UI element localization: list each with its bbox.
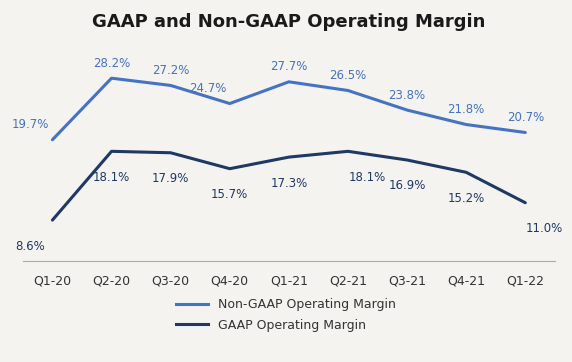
Text: 15.2%: 15.2% [447,192,485,205]
Text: 23.8%: 23.8% [388,89,426,102]
Text: 18.1%: 18.1% [349,171,386,184]
Text: 28.2%: 28.2% [93,57,130,70]
Text: 20.7%: 20.7% [507,111,544,124]
Text: 19.7%: 19.7% [11,118,49,131]
Text: 17.9%: 17.9% [152,172,189,185]
Text: 27.2%: 27.2% [152,64,189,77]
Legend: Non-GAAP Operating Margin, GAAP Operating Margin: Non-GAAP Operating Margin, GAAP Operatin… [176,298,396,332]
Text: 27.7%: 27.7% [270,60,308,73]
Text: 16.9%: 16.9% [388,180,426,193]
Text: 18.1%: 18.1% [93,171,130,184]
Text: 17.3%: 17.3% [270,177,308,190]
Text: 26.5%: 26.5% [329,69,367,82]
Text: 15.7%: 15.7% [211,188,248,201]
Title: GAAP and Non-GAAP Operating Margin: GAAP and Non-GAAP Operating Margin [92,13,486,31]
Text: 8.6%: 8.6% [15,240,45,253]
Text: 11.0%: 11.0% [526,222,563,235]
Text: 24.7%: 24.7% [189,82,226,95]
Text: 21.8%: 21.8% [447,103,485,116]
